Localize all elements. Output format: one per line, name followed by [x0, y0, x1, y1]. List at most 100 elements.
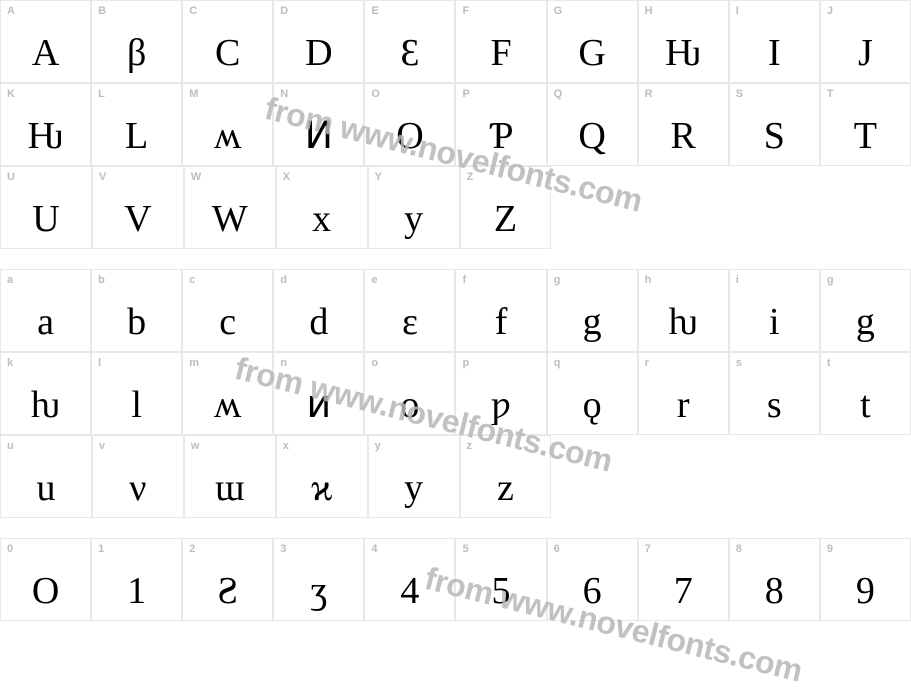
key-label: O	[371, 88, 380, 100]
key-label: Y	[375, 171, 383, 183]
glyph-cell: eε	[364, 269, 455, 352]
glyph: C	[183, 34, 272, 72]
glyph-cell: rr	[638, 352, 729, 435]
glyph: a	[1, 303, 90, 341]
glyph: Ƕ	[639, 34, 728, 72]
glyph: W	[185, 200, 275, 238]
glyph: s	[730, 386, 819, 424]
glyph: J	[821, 34, 910, 72]
glyph-cell: PƤ	[455, 83, 546, 166]
glyph-cell: Mʍ	[182, 83, 273, 166]
key-label: L	[98, 88, 105, 100]
key-label: G	[554, 5, 563, 17]
key-label: i	[736, 274, 740, 286]
key-label: A	[7, 5, 15, 17]
key-label: V	[99, 171, 107, 183]
glyph: L	[92, 117, 181, 155]
key-label: 9	[827, 543, 834, 555]
block-spacer	[0, 249, 911, 269]
glyph-cell: bb	[91, 269, 182, 352]
glyph: F	[456, 34, 545, 72]
glyph: Ͷ	[274, 117, 363, 155]
glyph: ƕ	[1, 386, 90, 424]
glyph: Ƕ	[1, 117, 90, 155]
key-label: r	[645, 357, 650, 369]
glyph: 8	[730, 572, 819, 610]
key-label: E	[371, 5, 379, 17]
glyph-cell: gg	[820, 269, 911, 352]
glyph-cell: LL	[91, 83, 182, 166]
glyph: V	[93, 200, 183, 238]
glyph-cell: ff	[455, 269, 546, 352]
glyph-row: uuvνwɯxϰyyzz	[0, 435, 911, 518]
glyph: Z	[461, 200, 551, 238]
glyph: ʍ	[183, 386, 272, 424]
glyph: c	[183, 303, 272, 341]
glyph-cell: kƕ	[0, 352, 91, 435]
glyph-row: AABβCCDDEƐFFGGHǶIIJJ	[0, 0, 911, 83]
glyph-cell: 44	[364, 538, 455, 621]
glyph-cell: 0O	[0, 538, 91, 621]
glyph-cell: zz	[460, 435, 552, 518]
key-label: 2	[189, 543, 196, 555]
glyph: x	[277, 200, 367, 238]
glyph-row: aabbccddeεffgghƕiigg	[0, 269, 911, 352]
key-label: J	[827, 5, 834, 17]
key-label: 6	[554, 543, 561, 555]
glyph-cell: SS	[729, 83, 820, 166]
key-label: Q	[554, 88, 563, 100]
glyph-cell: 99	[820, 538, 911, 621]
glyph: f	[456, 303, 545, 341]
glyph-cell: JJ	[820, 0, 911, 83]
glyph: 6	[548, 572, 637, 610]
glyph: z	[461, 469, 551, 507]
glyph: ϰ	[277, 469, 367, 507]
glyph-cell: WW	[184, 166, 276, 249]
glyph-cell: 88	[729, 538, 820, 621]
glyph: G	[548, 34, 637, 72]
key-label: D	[280, 5, 288, 17]
key-label: a	[7, 274, 14, 286]
glyph: i	[730, 303, 819, 341]
empty-cell	[731, 166, 821, 249]
glyph: O	[365, 117, 454, 155]
glyph: S	[730, 117, 819, 155]
key-label: N	[280, 88, 288, 100]
glyph-cell: cc	[182, 269, 273, 352]
glyph-row: UUVVWWXxYyZZ	[0, 166, 911, 249]
empty-cell	[641, 166, 731, 249]
key-label: c	[189, 274, 196, 286]
glyph-cell: vν	[92, 435, 184, 518]
empty-cell	[551, 166, 641, 249]
key-label: 7	[645, 543, 652, 555]
glyph: t	[821, 386, 910, 424]
empty-cell	[821, 166, 911, 249]
glyph-cell: II	[729, 0, 820, 83]
key-label: I	[736, 5, 740, 17]
key-label: 0	[7, 543, 14, 555]
glyph-cell: GG	[547, 0, 638, 83]
key-label: n	[280, 357, 287, 369]
glyph: Ɛ	[365, 34, 454, 72]
glyph: d	[274, 303, 363, 341]
glyph: Ƥ	[456, 117, 545, 155]
key-label: s	[736, 357, 743, 369]
glyph: ʍ	[183, 117, 272, 155]
key-label: d	[280, 274, 287, 286]
key-label: t	[827, 357, 831, 369]
glyph-cell: OO	[364, 83, 455, 166]
glyph: g	[548, 303, 637, 341]
glyph-cell: ll	[91, 352, 182, 435]
key-label: k	[7, 357, 14, 369]
key-label: C	[189, 5, 197, 17]
glyph-cell: tt	[820, 352, 911, 435]
glyph: ε	[365, 303, 454, 341]
glyph-cell: DD	[273, 0, 364, 83]
glyph-cell: NͶ	[273, 83, 364, 166]
key-label: 8	[736, 543, 743, 555]
glyph-cell: gg	[547, 269, 638, 352]
empty-cell	[821, 435, 911, 518]
glyph: Q	[548, 117, 637, 155]
glyph: T	[821, 117, 910, 155]
key-label: w	[191, 440, 200, 452]
